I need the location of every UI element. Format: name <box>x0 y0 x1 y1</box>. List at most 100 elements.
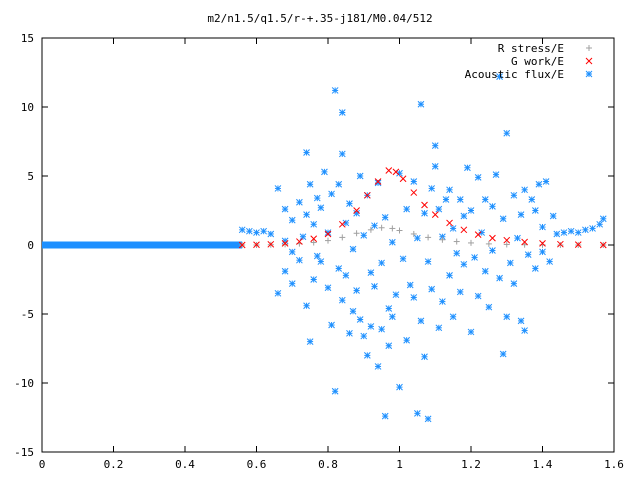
data-point <box>424 258 432 265</box>
data-point <box>392 168 400 176</box>
data-point <box>489 234 496 242</box>
marker-stroke <box>449 313 457 321</box>
data-point <box>474 174 482 181</box>
data-point <box>439 236 446 243</box>
data-point <box>303 149 310 156</box>
marker-stroke <box>371 222 378 230</box>
data-point <box>306 180 314 188</box>
marker-stroke <box>303 211 310 218</box>
data-point <box>421 209 428 217</box>
marker-stroke <box>421 201 428 209</box>
marker-stroke <box>514 234 521 242</box>
x-tick-label: 1.6 <box>604 458 624 471</box>
data-point <box>310 235 318 243</box>
data-point <box>521 238 528 246</box>
marker-stroke <box>464 164 471 172</box>
data-point <box>353 209 360 217</box>
data-point <box>328 321 335 329</box>
marker-stroke <box>342 219 350 227</box>
marker-stroke <box>539 248 546 256</box>
data-point <box>431 162 439 170</box>
marker-stroke <box>328 321 335 329</box>
data-point <box>446 272 453 279</box>
marker-stroke <box>378 259 385 267</box>
data-point <box>599 241 607 249</box>
data-point <box>474 292 482 300</box>
marker-stroke <box>392 168 400 176</box>
marker-stroke <box>539 239 546 247</box>
marker-stroke <box>331 387 339 395</box>
data-point <box>549 212 557 220</box>
data-point <box>381 214 389 221</box>
series-g-work-e <box>238 167 607 249</box>
data-point <box>388 313 396 321</box>
data-point <box>342 272 350 279</box>
data-point <box>313 252 321 260</box>
data-point <box>321 168 328 176</box>
marker-stroke <box>481 267 489 275</box>
marker-stroke <box>474 174 482 181</box>
marker-stroke <box>371 283 378 290</box>
data-point <box>553 230 561 238</box>
marker-stroke <box>446 272 453 279</box>
data-point <box>503 129 511 137</box>
marker-stroke <box>517 211 525 218</box>
data-point <box>288 216 296 224</box>
data-point <box>338 109 346 116</box>
marker-stroke <box>353 287 360 294</box>
data-point <box>288 280 296 287</box>
data-point <box>582 226 589 234</box>
marker-stroke <box>342 272 350 279</box>
data-point <box>367 323 375 330</box>
marker-stroke <box>331 87 339 94</box>
marker-stroke <box>560 229 568 236</box>
marker-stroke <box>414 410 421 417</box>
data-point <box>464 164 471 172</box>
marker-stroke <box>467 207 475 214</box>
marker-stroke <box>281 237 289 245</box>
marker-stroke <box>446 186 453 194</box>
data-point <box>431 142 439 149</box>
marker-stroke <box>346 200 353 207</box>
marker-stroke <box>489 247 496 254</box>
data-point <box>339 234 346 241</box>
data-point <box>531 265 539 272</box>
data-point <box>378 325 385 333</box>
marker-stroke <box>599 241 607 249</box>
marker-stroke <box>585 70 593 78</box>
marker-stroke <box>553 230 561 238</box>
x-tick-label: 0.2 <box>104 458 124 471</box>
data-point <box>535 180 543 188</box>
data-point <box>567 227 575 235</box>
data-point <box>335 265 343 272</box>
marker-stroke <box>521 186 528 194</box>
data-point <box>324 229 332 236</box>
data-point <box>267 240 275 248</box>
marker-stroke <box>238 241 246 249</box>
marker-stroke <box>353 209 360 217</box>
data-point <box>489 247 496 254</box>
marker-stroke <box>406 281 414 289</box>
data-point <box>425 234 432 241</box>
data-point <box>539 223 546 231</box>
marker-stroke <box>399 175 407 183</box>
x-tick-label: 0 <box>39 458 46 471</box>
marker-stroke <box>310 276 318 283</box>
marker-stroke <box>306 338 314 345</box>
data-point <box>310 239 317 246</box>
marker-stroke <box>546 258 554 265</box>
data-point <box>503 236 511 244</box>
marker-stroke <box>489 203 496 210</box>
marker-stroke <box>385 342 393 350</box>
marker-stroke <box>253 241 260 249</box>
data-point <box>546 258 554 265</box>
data-point <box>514 234 521 242</box>
marker-stroke <box>374 363 382 370</box>
data-point <box>453 238 460 245</box>
y-tick-label: 0 <box>27 239 34 252</box>
marker-stroke <box>281 205 289 213</box>
data-point <box>460 226 468 234</box>
data-point <box>324 230 332 238</box>
data-point <box>363 191 371 199</box>
